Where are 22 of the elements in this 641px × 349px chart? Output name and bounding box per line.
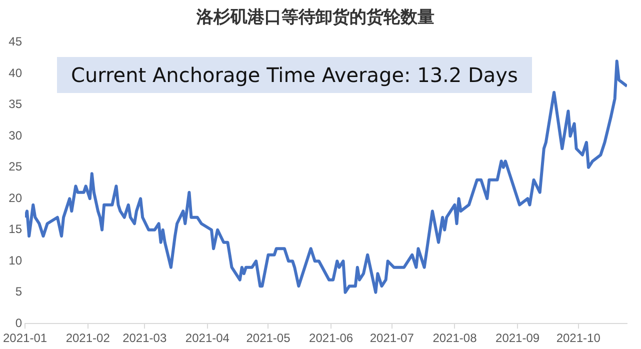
y-tick-label: 5 [15, 284, 22, 299]
x-tick-label: 2021-10 [556, 331, 601, 346]
x-tick-label: 2021-09 [496, 331, 540, 346]
x-tick-label: 2021-02 [66, 331, 110, 346]
x-tick-label: 2021-06 [309, 331, 354, 346]
y-tick-label: 0 [15, 316, 22, 330]
y-tick-label: 40 [8, 66, 22, 80]
y-tick-label: 15 [8, 222, 22, 236]
x-tick-label: 2021-01 [2, 331, 48, 346]
x-tick-label: 2021-05 [246, 331, 291, 346]
y-tick-label: 10 [8, 253, 22, 268]
chart-title: 洛杉矶港口等待卸货的货轮数量 [196, 8, 434, 28]
y-tick-label: 35 [8, 97, 22, 112]
x-tick-label: 2021-07 [370, 331, 414, 346]
y-tick-label: 45 [8, 34, 22, 49]
y-tick-label: 20 [8, 190, 22, 205]
annotation: Current Anchorage Time Average: 13.2 Days [57, 57, 532, 93]
x-tick-label: 2021-08 [432, 331, 478, 346]
x-tick-label: 2021-04 [185, 331, 230, 346]
x-tick-label: 2021-03 [122, 331, 167, 346]
y-tick-label: 30 [8, 128, 22, 142]
y-tick-label: 25 [8, 160, 22, 174]
